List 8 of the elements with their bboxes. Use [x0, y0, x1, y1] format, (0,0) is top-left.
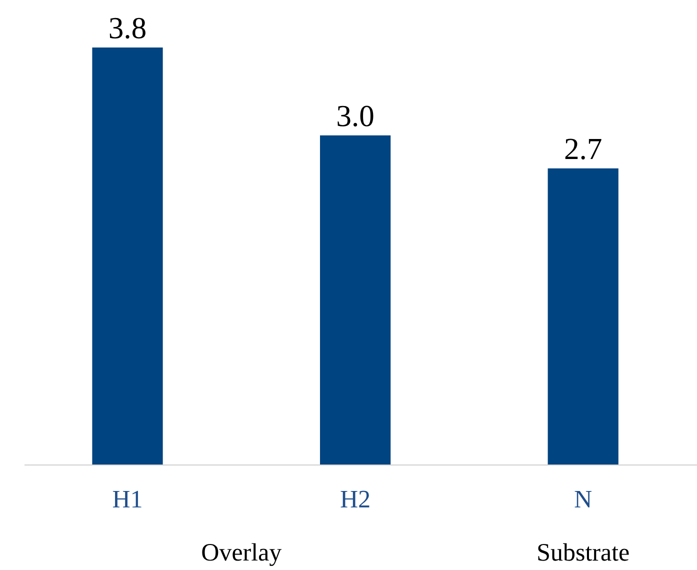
- data-label: 3.0: [338, 106, 374, 127]
- data-label: 3.8: [110, 18, 146, 39]
- x-tick-label: N: [574, 490, 592, 508]
- x-tick-label: H1: [112, 490, 142, 508]
- text: Substrate: [538, 543, 629, 561]
- data-label: 2.7: [565, 138, 602, 160]
- text: Overlay: [202, 543, 282, 566]
- x-tick-label: H2: [340, 490, 370, 508]
